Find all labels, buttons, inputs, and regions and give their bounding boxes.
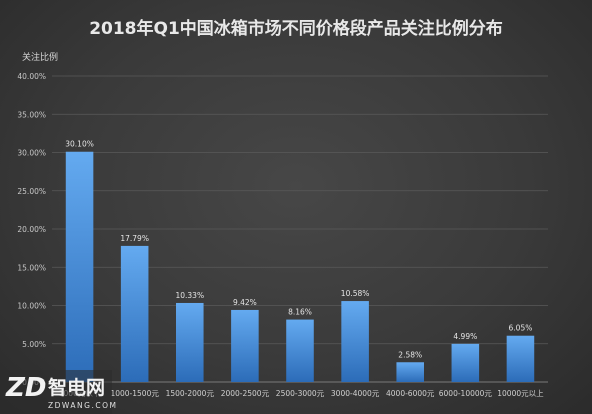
- category-label: 4000-6000元: [386, 389, 435, 398]
- y-tick-label: 10.00%: [17, 302, 46, 311]
- category-label: 2500-3000元: [276, 389, 325, 398]
- watermark-logo: ZD 智电网 ZDWANG.COM: [0, 370, 117, 414]
- category-label: 2000-2500元: [221, 389, 270, 398]
- value-labels: 30.10% 17.79% 10.33% 9.42% 8.16% 10.58% 2.58% 4…: [65, 140, 532, 360]
- y-tick-label: 15.00%: [17, 263, 46, 272]
- value-label: 17.79%: [120, 234, 149, 243]
- y-tick-label: 20.00%: [17, 225, 46, 234]
- value-label: 10.58%: [341, 289, 370, 298]
- chart-title: 2018年Q1中国冰箱市场不同价格段产品关注比例分布: [89, 18, 503, 39]
- bar: [451, 343, 480, 382]
- brand-url: ZDWANG.COM: [48, 401, 117, 410]
- bars: [65, 151, 535, 382]
- bar: [396, 362, 424, 382]
- bar: [341, 301, 369, 382]
- category-label: 1500-2000元: [166, 389, 215, 398]
- category-label: 3000-4000元: [331, 389, 380, 398]
- bar: [176, 302, 204, 382]
- y-tick-label: 25.00%: [17, 187, 46, 196]
- value-label: 6.05%: [509, 324, 533, 333]
- bar: [231, 309, 259, 382]
- value-label: 30.10%: [65, 140, 94, 149]
- value-label: 9.42%: [233, 298, 257, 307]
- y-tick-label: 5.00%: [22, 340, 46, 349]
- bar: [120, 245, 149, 382]
- category-label: 6000-10000元: [439, 389, 493, 398]
- brand-name: 智电网: [48, 376, 105, 399]
- y-axis-label: 关注比例: [22, 51, 58, 63]
- bar: [506, 335, 535, 382]
- category-label: 1000-1500元: [110, 389, 159, 398]
- value-label: 4.99%: [453, 332, 477, 341]
- logo-mark: ZD: [5, 373, 46, 403]
- value-label: 2.58%: [398, 350, 422, 359]
- value-label: 8.16%: [288, 308, 312, 317]
- value-label: 10.33%: [175, 291, 204, 300]
- y-tick-label: 35.00%: [17, 110, 46, 119]
- y-tick-label: 40.00%: [17, 72, 46, 81]
- bar: [286, 319, 314, 382]
- bar: [65, 151, 94, 382]
- x-axis-categories: 1000元以下1000-1500元1500-2000元2000-2500元250…: [59, 389, 544, 398]
- y-tick-label: 30.00%: [17, 149, 46, 158]
- category-label: 10000元以上: [497, 389, 544, 398]
- y-axis-ticks: 0.00%5.00%10.00%15.00%20.00%25.00%30.00%…: [17, 72, 46, 387]
